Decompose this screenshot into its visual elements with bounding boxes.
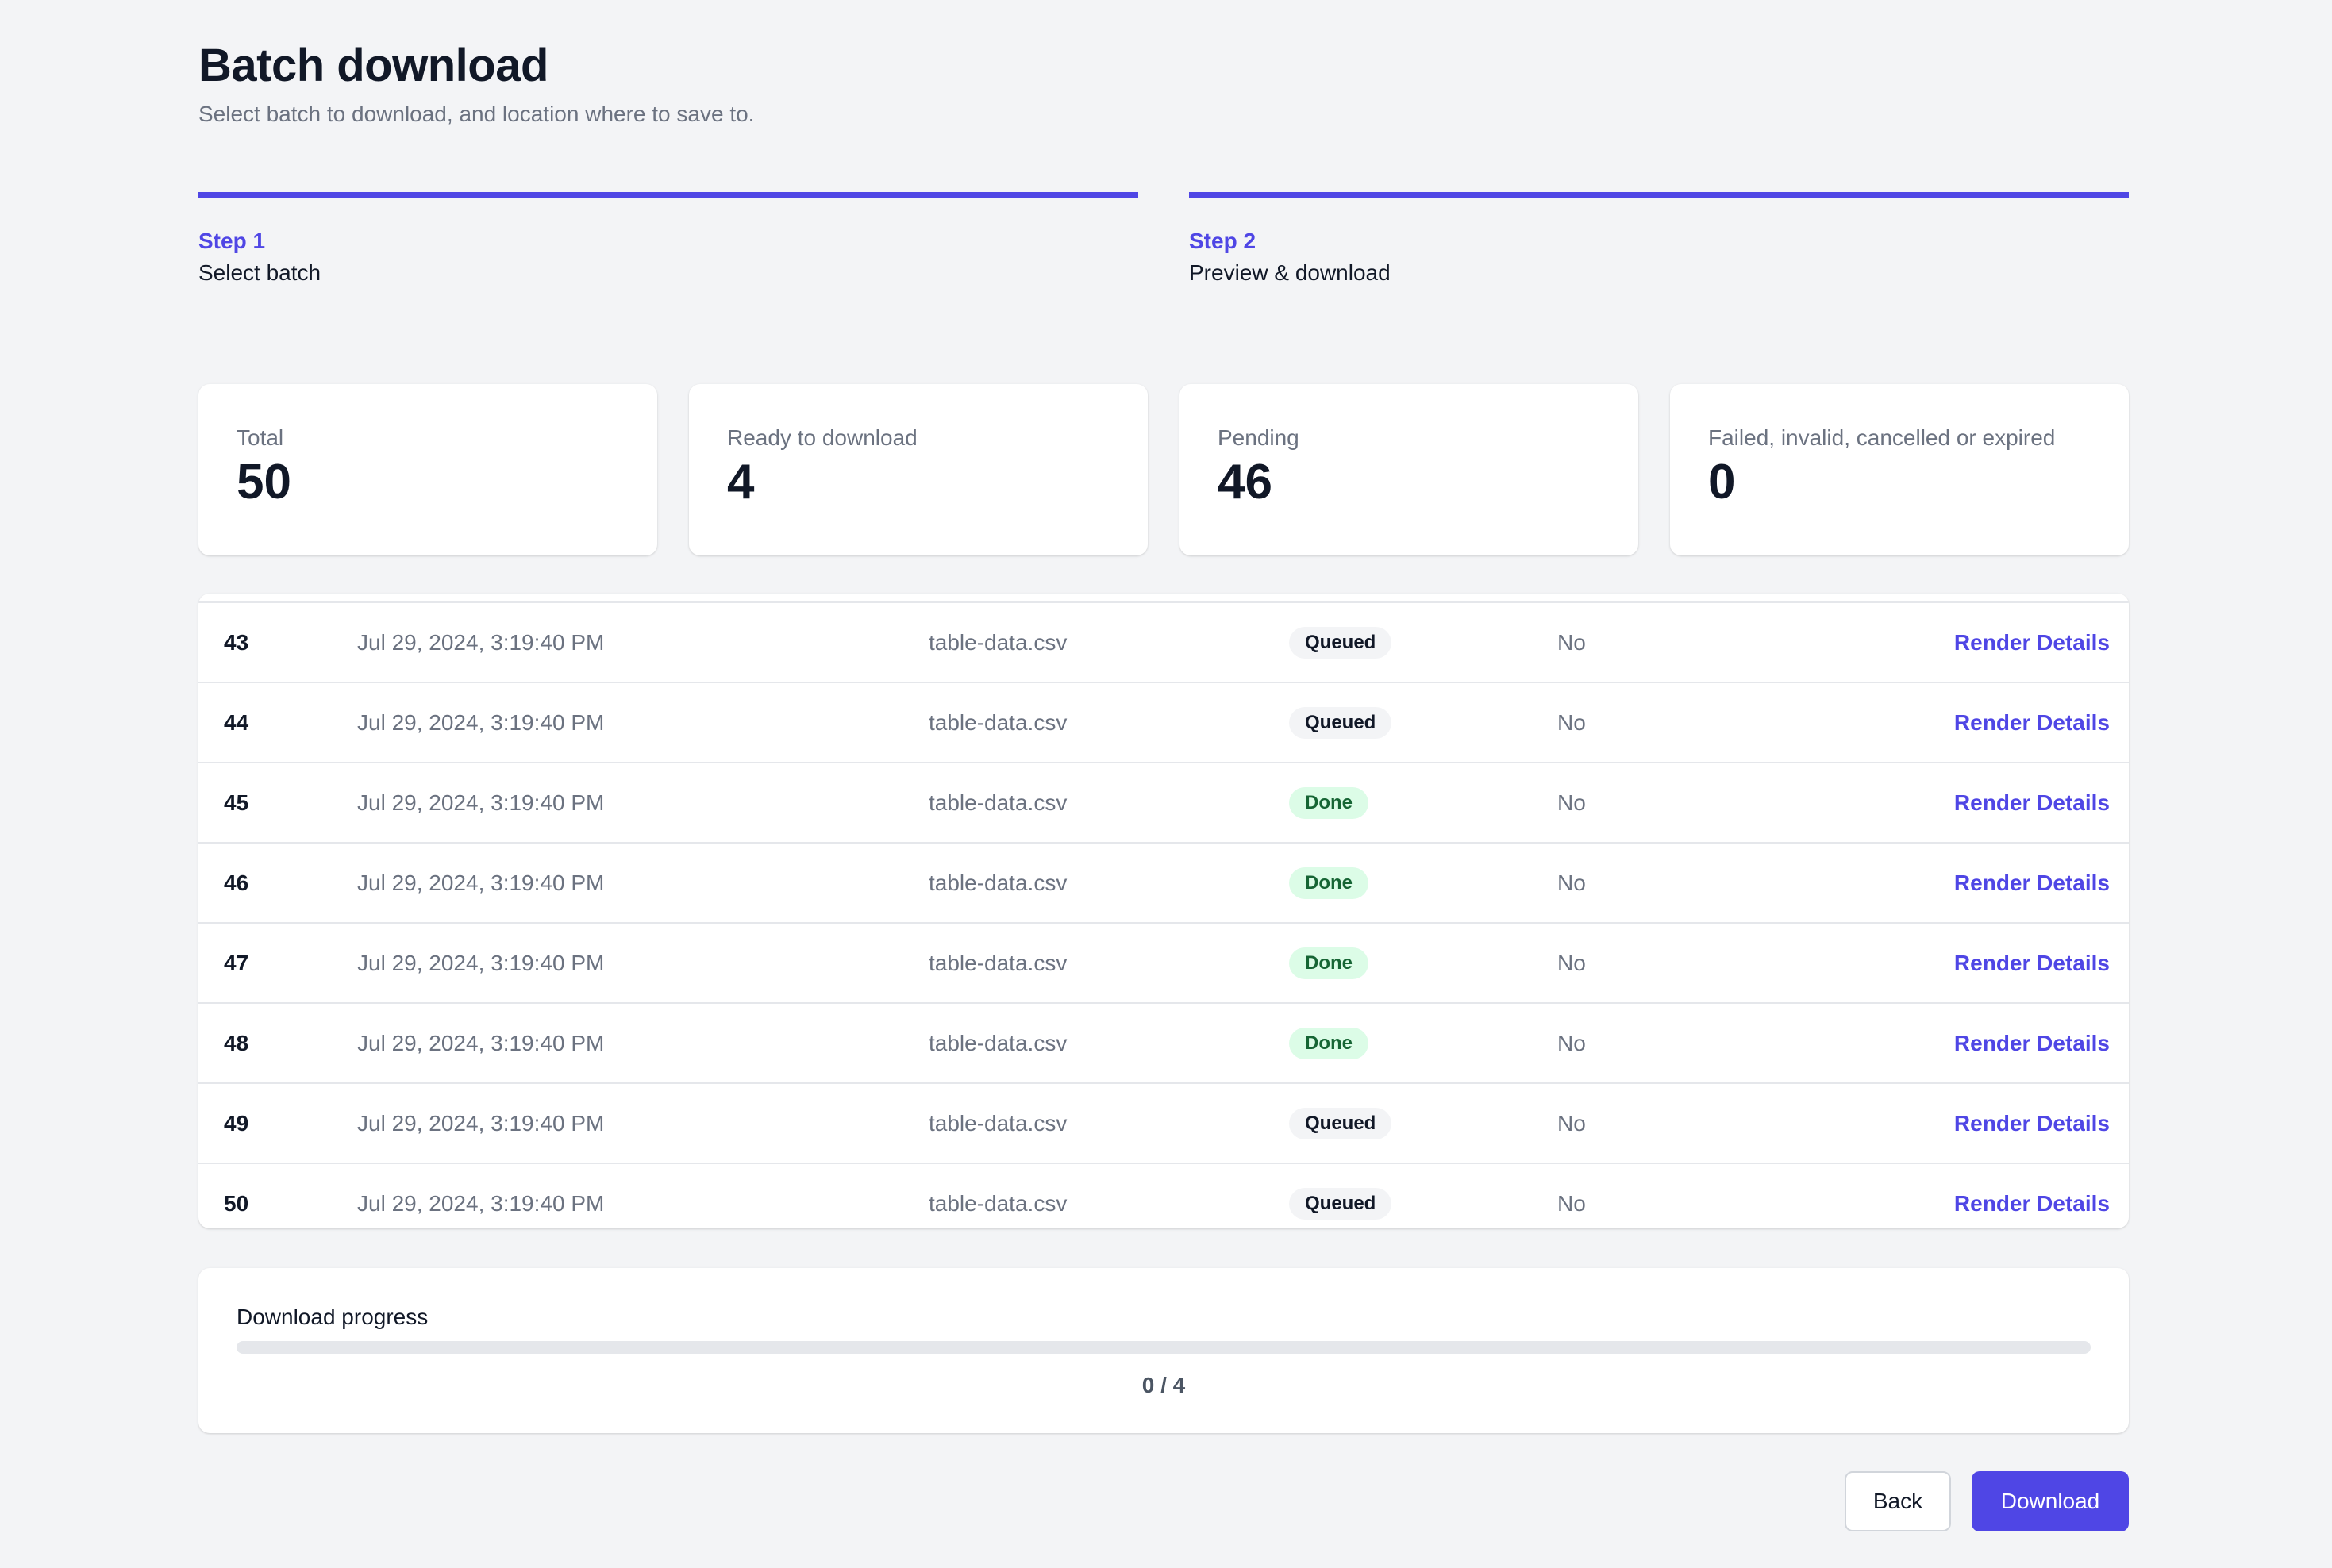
render-details-link[interactable]: Render Details bbox=[1953, 1191, 2110, 1216]
row-file: table-data.csv bbox=[929, 1191, 1068, 1216]
step-2-label: Step 2 bbox=[1189, 229, 1256, 253]
step-2-name: Preview & download bbox=[1189, 260, 1391, 285]
render-details-link[interactable]: Render Details bbox=[1953, 1031, 2110, 1055]
step-1[interactable]: Step 1 Select batch bbox=[198, 192, 1138, 287]
status-badge: Queued bbox=[1289, 706, 1392, 739]
table-row: 50 Jul 29, 2024, 3:19:40 PM table-data.csv… bbox=[198, 1164, 2129, 1228]
status-badge: Done bbox=[1289, 1027, 1368, 1059]
status-badge: Queued bbox=[1289, 1107, 1392, 1139]
row-file: table-data.csv bbox=[929, 870, 1068, 895]
row-flag: No bbox=[1557, 951, 1586, 975]
stat-label: Total bbox=[237, 425, 284, 450]
table-row: 45 Jul 29, 2024, 3:19:40 PM table-data.csv… bbox=[198, 763, 2129, 844]
row-id: 50 bbox=[224, 1191, 249, 1216]
row-file: table-data.csv bbox=[929, 1111, 1068, 1136]
row-file: table-data.csv bbox=[929, 1031, 1068, 1055]
row-flag: No bbox=[1557, 1031, 1586, 1055]
render-details-link[interactable]: Render Details bbox=[1953, 630, 2110, 655]
table-row: 49 Jul 29, 2024, 3:19:40 PM table-data.csv… bbox=[198, 1084, 2129, 1164]
download-progress-card: Download progress 0 / 4 bbox=[198, 1268, 2129, 1433]
row-flag: No bbox=[1557, 1111, 1586, 1136]
row-id: 43 bbox=[224, 630, 249, 655]
row-date: Jul 29, 2024, 3:19:40 PM bbox=[357, 1191, 605, 1216]
row-id: 47 bbox=[224, 951, 249, 975]
table-row: 46 Jul 29, 2024, 3:19:40 PM table-data.csv… bbox=[198, 844, 2129, 924]
stat-label: Pending bbox=[1218, 425, 1299, 450]
stat-label: Failed, invalid, cancelled or expired bbox=[1708, 425, 2056, 450]
row-flag: No bbox=[1557, 870, 1586, 895]
action-buttons: Back Download bbox=[1845, 1471, 2129, 1531]
row-date: Jul 29, 2024, 3:19:40 PM bbox=[357, 870, 605, 895]
render-details-link[interactable]: Render Details bbox=[1953, 1111, 2110, 1136]
render-details-link[interactable]: Render Details bbox=[1953, 710, 2110, 735]
row-flag: No bbox=[1557, 790, 1586, 815]
stepper: Step 1 Select batch Step 2 Preview & dow… bbox=[198, 192, 2129, 287]
row-status: Queued bbox=[1289, 603, 1392, 682]
row-file: table-data.csv bbox=[929, 630, 1068, 655]
row-date: Jul 29, 2024, 3:19:40 PM bbox=[357, 630, 605, 655]
row-id: 48 bbox=[224, 1031, 249, 1055]
status-badge: Queued bbox=[1289, 1187, 1392, 1220]
page-subtitle: Select batch to download, and location w… bbox=[198, 102, 755, 126]
progress-count: 0 / 4 bbox=[1141, 1373, 1186, 1397]
render-details-link[interactable]: Render Details bbox=[1953, 870, 2110, 895]
row-date: Jul 29, 2024, 3:19:40 PM bbox=[357, 1031, 605, 1055]
table-rows: 43 Jul 29, 2024, 3:19:40 PM table-data.csv… bbox=[198, 601, 2129, 1228]
row-status: Queued bbox=[1289, 1084, 1392, 1163]
row-flag: No bbox=[1557, 630, 1586, 655]
row-file: table-data.csv bbox=[929, 951, 1068, 975]
status-badge: Done bbox=[1289, 947, 1368, 979]
stat-label: Ready to download bbox=[727, 425, 918, 450]
back-button[interactable]: Back bbox=[1845, 1471, 1951, 1531]
stat-value: 0 bbox=[1708, 455, 1736, 509]
row-status: Queued bbox=[1289, 683, 1392, 762]
stat-value: 4 bbox=[727, 455, 755, 509]
table-row: 47 Jul 29, 2024, 3:19:40 PM table-data.csv… bbox=[198, 924, 2129, 1004]
page-title: Batch download bbox=[198, 40, 548, 91]
row-date: Jul 29, 2024, 3:19:40 PM bbox=[357, 790, 605, 815]
row-date: Jul 29, 2024, 3:19:40 PM bbox=[357, 951, 605, 975]
progress-bar bbox=[237, 1341, 2091, 1354]
row-flag: No bbox=[1557, 1191, 1586, 1216]
render-details-link[interactable]: Render Details bbox=[1953, 790, 2110, 815]
row-date: Jul 29, 2024, 3:19:40 PM bbox=[357, 710, 605, 735]
status-badge: Queued bbox=[1289, 626, 1392, 659]
step-1-label: Step 1 bbox=[198, 229, 266, 253]
status-badge: Done bbox=[1289, 867, 1368, 899]
stat-value: 50 bbox=[237, 455, 291, 509]
stat-card-total: Total 50 bbox=[198, 384, 657, 555]
row-status: Done bbox=[1289, 763, 1368, 842]
download-button[interactable]: Download bbox=[1972, 1471, 2129, 1531]
stats-row: Total 50 Ready to download 4 Pending 46 … bbox=[198, 384, 2129, 555]
progress-label: Download progress bbox=[237, 1305, 429, 1329]
status-badge: Done bbox=[1289, 786, 1368, 819]
row-id: 49 bbox=[224, 1111, 249, 1136]
batch-table[interactable]: 43 Jul 29, 2024, 3:19:40 PM table-data.csv… bbox=[198, 594, 2129, 1228]
row-status: Done bbox=[1289, 1004, 1368, 1082]
step-2[interactable]: Step 2 Preview & download bbox=[1189, 192, 2129, 287]
render-details-link[interactable]: Render Details bbox=[1953, 951, 2110, 975]
row-status: Done bbox=[1289, 844, 1368, 922]
row-file: table-data.csv bbox=[929, 790, 1068, 815]
row-status: Queued bbox=[1289, 1164, 1392, 1228]
row-id: 46 bbox=[224, 870, 249, 895]
step-1-name: Select batch bbox=[198, 260, 321, 285]
row-date: Jul 29, 2024, 3:19:40 PM bbox=[357, 1111, 605, 1136]
row-status: Done bbox=[1289, 924, 1368, 1002]
stat-card-ready: Ready to download 4 bbox=[689, 384, 1148, 555]
row-file: table-data.csv bbox=[929, 710, 1068, 735]
row-id: 44 bbox=[224, 710, 249, 735]
table-row: 44 Jul 29, 2024, 3:19:40 PM table-data.csv… bbox=[198, 683, 2129, 763]
stat-card-pending: Pending 46 bbox=[1179, 384, 1638, 555]
table-row: 48 Jul 29, 2024, 3:19:40 PM table-data.csv… bbox=[198, 1004, 2129, 1084]
row-id: 45 bbox=[224, 790, 249, 815]
row-flag: No bbox=[1557, 710, 1586, 735]
stat-value: 46 bbox=[1218, 455, 1272, 509]
table-row: 43 Jul 29, 2024, 3:19:40 PM table-data.csv… bbox=[198, 603, 2129, 683]
stat-card-failed: Failed, invalid, cancelled or expired 0 bbox=[1670, 384, 2129, 555]
